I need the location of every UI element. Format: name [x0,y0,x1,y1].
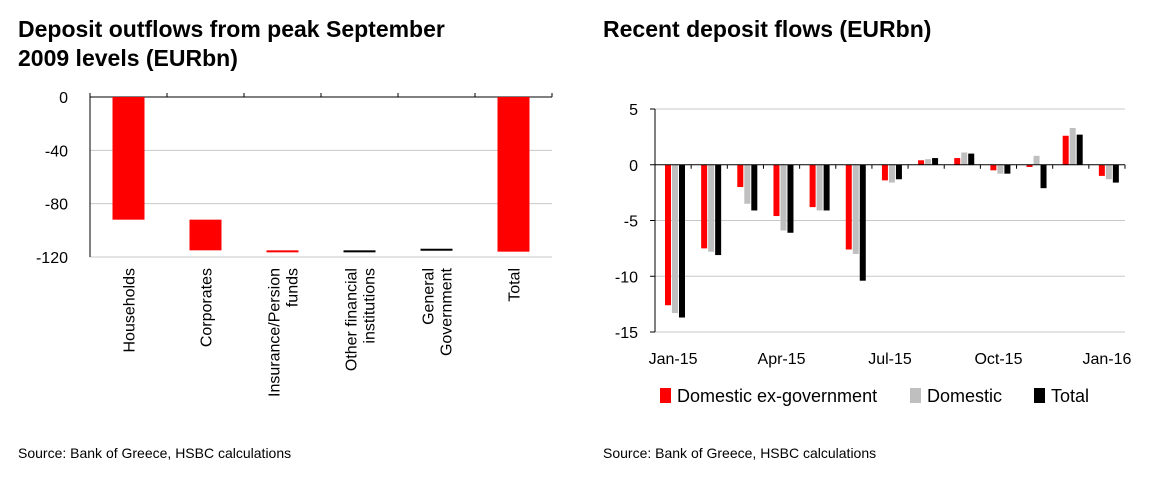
category-label: Government [439,267,456,356]
series-bar [737,164,744,188]
x-tick-label: Oct-15 [974,351,1022,368]
left-title-line1: Deposit outflows from peak September [18,16,445,42]
y-tick-label: -40 [45,143,68,160]
left-chart-title: Deposit outflows from peak September 200… [18,15,538,73]
series-bar [852,164,859,254]
series-bar [845,164,852,250]
series-bar [990,164,997,171]
y-tick-label: -10 [615,269,638,286]
series-bar [787,164,794,233]
series-bar [859,164,866,281]
y-tick-label: -5 [624,214,638,231]
waterfall-bar [112,97,145,220]
x-tick-label: Apr-15 [758,351,806,368]
y-tick-label: -80 [45,197,68,214]
series-bar [881,164,888,181]
series-bar [1026,164,1033,167]
series-bar [708,164,715,252]
waterfall-bar [189,219,222,251]
series-bar [968,153,975,165]
series-bar [932,158,939,165]
category-label: Total [507,268,524,302]
category-label: Other financial [344,268,361,371]
category-label: Insurance/Persion [267,268,284,397]
waterfall-bar [420,248,453,251]
category-label: institutions [362,268,379,344]
series-bar [1112,164,1119,183]
series-bar [1076,134,1083,165]
category-label: funds [285,268,302,307]
series-bar [1062,135,1069,165]
left-title-line2: 2009 levels (EURbn) [18,45,238,71]
y-tick-label: -15 [615,325,638,342]
series-bar [672,164,678,314]
series-bar [888,164,895,183]
series-bar [1004,164,1011,174]
series-bar [1098,164,1105,176]
series-bar [997,164,1004,174]
legend-swatch [1034,388,1045,403]
series-bar [954,158,961,165]
right-source-note: Source: Bank of Greece, HSBC calculation… [603,445,877,461]
category-label: General [421,268,438,325]
x-tick-label: Jul-15 [868,351,912,368]
series-bar [809,164,816,208]
category-label: Corporates [199,268,216,347]
series-bar [918,160,925,165]
legend-label: Total [1051,386,1089,406]
y-tick-label: 5 [629,102,638,119]
waterfall-bar [497,97,530,252]
series-bar [780,164,787,231]
series-bar [1105,164,1112,180]
waterfall-bar [266,250,299,253]
series-bar [823,164,830,211]
legend-label: Domestic ex-government [677,386,877,406]
series-bar [701,164,708,249]
series-bar [961,152,968,165]
series-bar [1040,164,1047,189]
x-tick-label: Jan-16 [1082,351,1131,368]
series-bar [1033,155,1040,165]
right-chart-title: Recent deposit flows (EURbn) [603,16,932,42]
series-bar [1069,127,1076,165]
y-tick-label: 0 [629,158,638,175]
waterfall-bar [343,250,376,253]
series-bar [773,164,780,217]
series-bar [665,164,671,306]
series-bar [715,164,722,256]
legend-swatch [660,388,671,403]
series-bar [679,164,685,318]
series-bar [751,164,758,211]
series-bar [925,159,932,165]
series-bar [816,164,823,211]
series-bar [744,164,751,204]
left-source-note: Source: Bank of Greece, HSBC calculation… [18,445,292,461]
category-label: Households [122,268,139,353]
legend-swatch [910,388,921,403]
y-tick-label: -120 [36,250,68,267]
legend-label: Domestic [927,386,1002,406]
x-tick-label: Jan-15 [649,351,698,368]
series-bar [895,164,902,180]
y-tick-label: 0 [59,90,68,107]
